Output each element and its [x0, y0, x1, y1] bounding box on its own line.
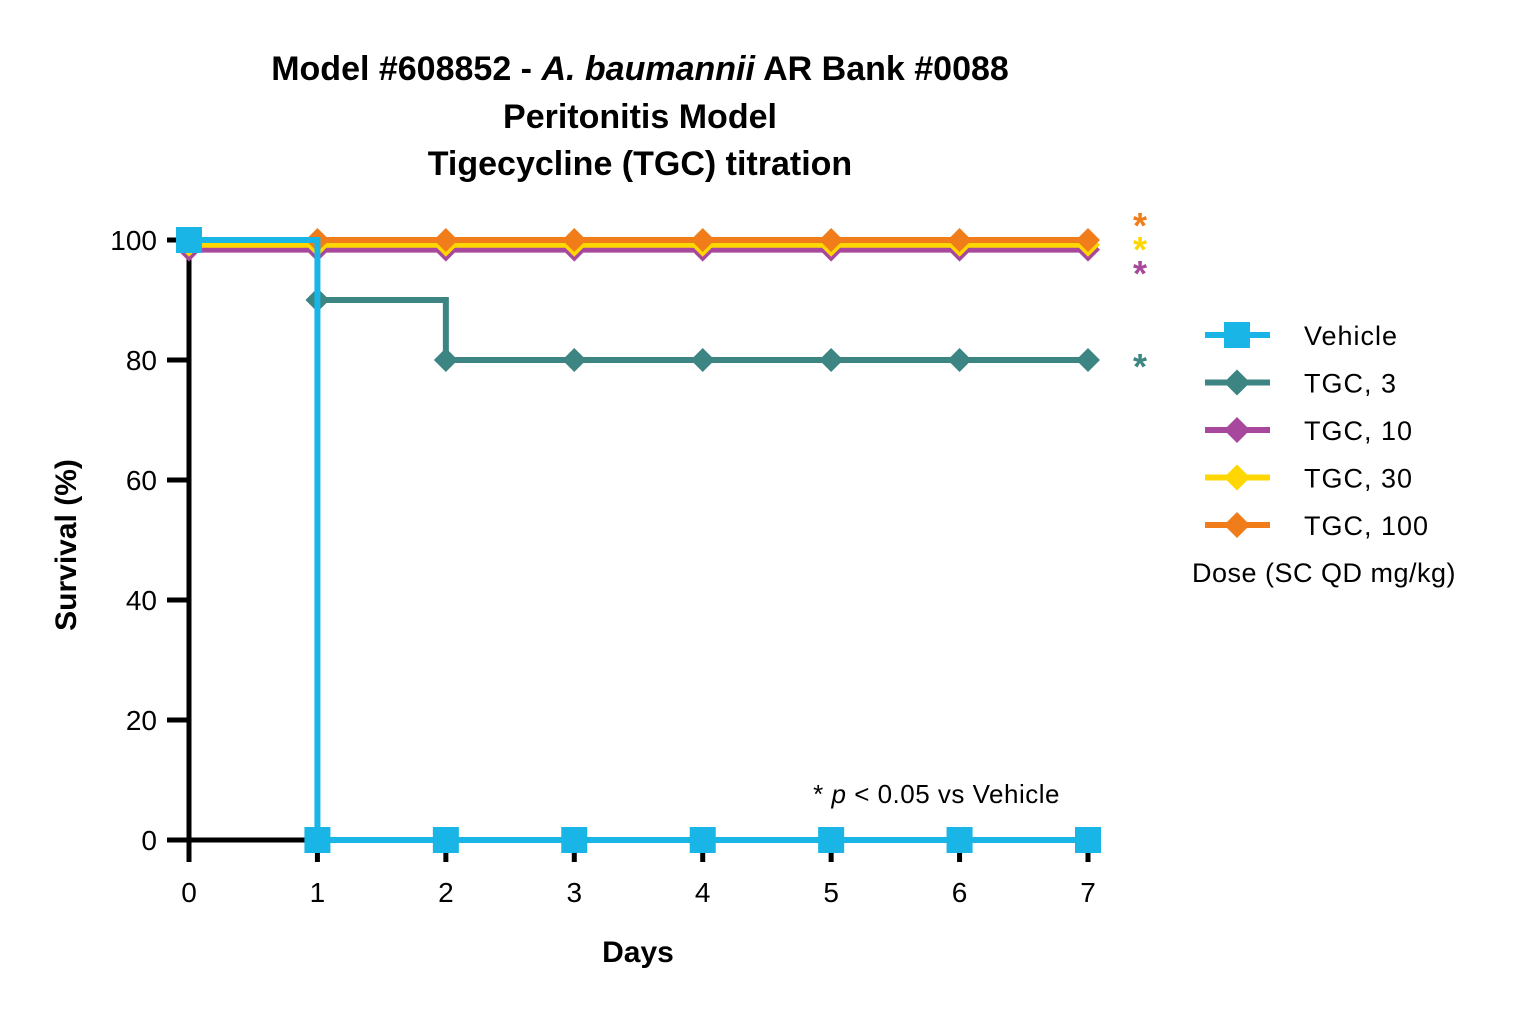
significance-markers: ****: [1133, 205, 1147, 387]
significance-note: * p < 0.05 vs Vehicle: [813, 779, 1060, 809]
series-line: [317, 297, 1088, 363]
legend-label: TGC, 3: [1304, 369, 1397, 399]
x-tick-label: 5: [823, 877, 839, 908]
data-point-square: [946, 827, 973, 853]
data-point-diamond: [1076, 228, 1100, 252]
chart-title-part: Model #608852 -: [271, 50, 541, 88]
chart-legend: Vehicle TGC, 3 TGC, 10 TGC, 30 TGC, 100 Dose …: [1192, 321, 1456, 588]
data-point-diamond: [433, 348, 458, 372]
x-tick-label: 1: [310, 877, 326, 908]
data-point-diamond: [819, 228, 844, 252]
legend-label: Vehicle: [1304, 321, 1398, 351]
y-tick-label: 0: [141, 825, 157, 856]
note-prefix: *: [813, 779, 831, 809]
significance-star: *: [1133, 253, 1147, 294]
data-point-diamond: [1224, 369, 1250, 396]
data-point-diamond: [1224, 464, 1250, 491]
chart-title: Model #608852 - A. baumannii AR Bank #00…: [271, 50, 1009, 183]
x-tick-label: 3: [566, 877, 582, 908]
x-axis-title: Days: [602, 936, 674, 969]
chart-title-line: Peritonitis Model: [503, 98, 777, 136]
x-tick-label: 0: [181, 877, 197, 908]
x-tick-label: 2: [438, 877, 454, 908]
data-point-square: [1224, 322, 1250, 348]
data-point-square: [176, 227, 202, 253]
data-point-diamond: [562, 348, 587, 372]
data-point-diamond: [947, 228, 972, 252]
chart-title-part: AR Bank #0088: [755, 50, 1009, 88]
chart-title-line: Model #608852 - A. baumannii AR Bank #00…: [271, 50, 1009, 88]
legend-label: TGC, 100: [1304, 511, 1429, 541]
legend-item: TGC, 3: [1205, 369, 1397, 399]
significance-star: *: [1133, 205, 1147, 246]
legend-label: TGC, 30: [1304, 464, 1413, 494]
data-point-diamond: [1224, 512, 1250, 538]
data-point-diamond: [690, 348, 715, 372]
data-point-diamond: [947, 348, 972, 372]
x-tick-label: 6: [952, 877, 968, 908]
chart-title-part: Peritonitis Model: [503, 98, 777, 136]
y-tick-label: 80: [126, 345, 157, 376]
data-point-diamond: [1224, 417, 1250, 443]
legend-title: Dose (SC QD mg/kg): [1192, 558, 1456, 588]
data-point-square: [1075, 827, 1101, 853]
series-tgc-3: [305, 288, 1100, 372]
y-tick-label: 20: [126, 705, 157, 736]
data-point-square: [818, 827, 845, 853]
significance-star: *: [1133, 229, 1147, 270]
y-axis-title: Survival (%): [50, 459, 83, 631]
note-p: p: [831, 779, 847, 809]
data-point-diamond: [433, 228, 458, 252]
legend-item: TGC, 100: [1205, 511, 1429, 541]
data-point-square: [689, 827, 716, 853]
y-tick-label: 100: [110, 225, 157, 256]
data-point-square: [304, 827, 331, 853]
y-tick-label: 40: [126, 585, 157, 616]
legend-item: TGC, 30: [1205, 464, 1413, 494]
chart-title-line: Tigecycline (TGC) titration: [428, 145, 852, 183]
data-point-diamond: [690, 228, 715, 252]
legend-item: Vehicle: [1205, 321, 1398, 351]
data-point-square: [561, 827, 588, 853]
chart-title-part: A. baumannii: [540, 50, 756, 88]
series-vehicle: [176, 227, 1101, 853]
data-point-diamond: [1076, 348, 1100, 372]
series-line: [189, 237, 1088, 843]
chart-series: [176, 227, 1101, 853]
y-tick-label: 60: [126, 465, 157, 496]
legend-item: TGC, 10: [1205, 416, 1413, 446]
data-point-square: [432, 827, 459, 853]
chart-annotation: * p < 0.05 vs Vehicle: [813, 779, 1060, 809]
data-point-diamond: [562, 228, 587, 252]
chart-axes: 0 20 40 60 80 100 0 1 2 3 4 5 6 7 Days Survival (%): [50, 225, 1096, 969]
x-tick-label: 4: [695, 877, 711, 908]
note-suffix: < 0.05 vs Vehicle: [846, 779, 1060, 809]
significance-star: *: [1133, 346, 1147, 387]
chart-title-part: Tigecycline (TGC) titration: [428, 145, 852, 183]
data-point-diamond: [819, 348, 844, 372]
legend-label: TGC, 10: [1304, 416, 1413, 446]
x-tick-label: 7: [1080, 877, 1096, 908]
